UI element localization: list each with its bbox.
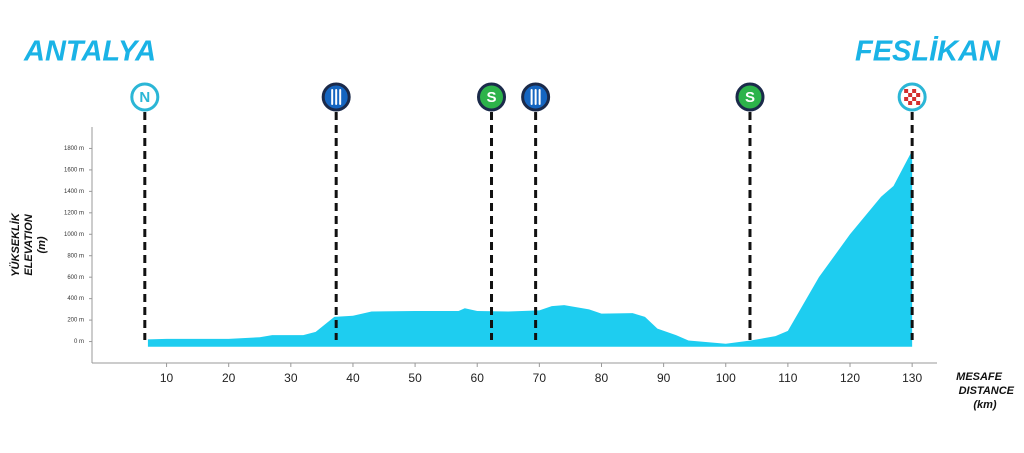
marker-icon: [897, 82, 927, 112]
marker-icon: [521, 82, 551, 112]
marker-label: S: [745, 89, 755, 106]
y-label-line: ELEVATION: [23, 213, 35, 275]
y-tick-label: 1600 m: [64, 167, 84, 173]
y-tick-label: 200 m: [67, 318, 84, 324]
x-tick-label: 40: [346, 371, 360, 385]
marker-circle: [735, 82, 765, 112]
y-tick-label: 1000 m: [64, 232, 84, 238]
y-tick-label: 1200 m: [64, 210, 84, 216]
y-tick-label: 1400 m: [64, 189, 84, 195]
x-tick-label: 80: [595, 371, 609, 385]
x-label-line: MESAFE: [956, 371, 1003, 383]
y-label-line: YÜKSEKLİK: [9, 212, 22, 277]
flag-cell: [916, 93, 921, 97]
flag-cell: [904, 97, 909, 101]
x-tick-label: 60: [471, 371, 485, 385]
x-label-line: DISTANCE: [959, 385, 1015, 397]
y-tick-label: 1800 m: [64, 146, 84, 152]
marker-label: N: [139, 89, 150, 106]
flag-cell: [908, 93, 913, 97]
flag-cell: [908, 101, 913, 105]
marker-circle: [477, 82, 507, 112]
x-tick-label: 50: [408, 371, 422, 385]
finish-title: FESLİKAN: [855, 36, 1001, 68]
x-label-line: (km): [973, 399, 997, 411]
x-tick-label: 130: [902, 371, 922, 385]
x-tick-label: 70: [533, 371, 547, 385]
x-tick-label: 30: [284, 371, 298, 385]
y-tick-label: 0 m: [74, 339, 84, 345]
x-tick-label: 90: [657, 371, 671, 385]
y-axis-label: YÜKSEKLİK ELEVATION (m): [9, 212, 48, 277]
start-title: ANTALYA: [23, 36, 156, 68]
elevation-area: [147, 150, 913, 347]
x-tick-label: 10: [160, 371, 174, 385]
x-tick-label: 110: [778, 371, 797, 385]
flag-cell: [912, 89, 917, 93]
marker-icon: N: [130, 82, 160, 112]
y-tick-label: 400 m: [67, 296, 84, 302]
marker-icon: S: [477, 82, 507, 112]
x-tick-label: 120: [840, 371, 860, 385]
y-label-line: (m): [36, 236, 48, 253]
marker-circle: [130, 82, 160, 112]
marker-icon: [321, 82, 351, 112]
x-tick-label: 100: [716, 371, 736, 385]
marker-icon: S: [735, 82, 765, 112]
flag-cell: [916, 101, 921, 105]
y-tick-label: 800 m: [67, 253, 84, 259]
x-tick-label: 20: [222, 371, 236, 385]
flag-cell: [904, 89, 909, 93]
marker-label: S: [487, 89, 497, 106]
y-tick-label: 600 m: [67, 275, 84, 281]
flag-cell: [912, 97, 917, 101]
